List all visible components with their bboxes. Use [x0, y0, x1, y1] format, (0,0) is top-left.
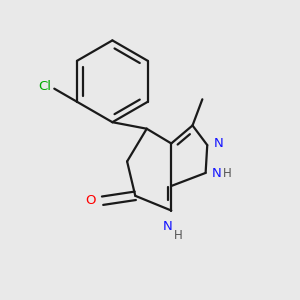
Text: N: N	[212, 167, 221, 180]
Text: Cl: Cl	[38, 80, 51, 92]
Text: O: O	[85, 194, 95, 207]
Text: N: N	[163, 220, 173, 233]
Text: N: N	[214, 136, 224, 150]
Text: H: H	[223, 167, 231, 180]
Text: H: H	[174, 229, 183, 242]
